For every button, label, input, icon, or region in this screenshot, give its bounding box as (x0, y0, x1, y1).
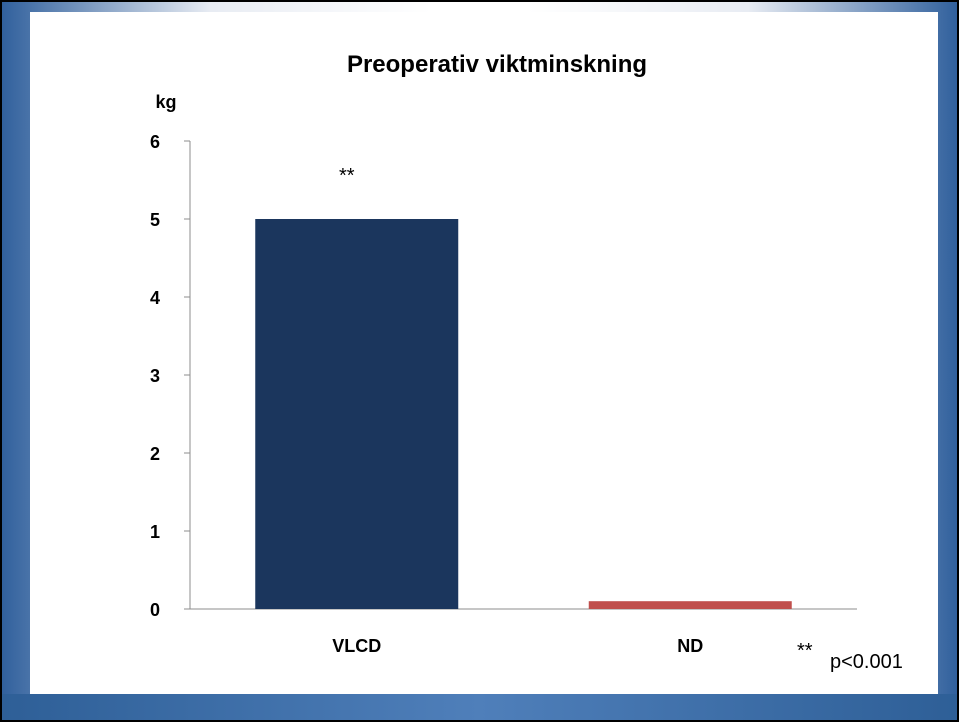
footnote-text: p<0.001 (830, 651, 903, 673)
y-tick-label: 5 (150, 210, 160, 230)
bottom-band (2, 694, 957, 720)
chart-title: Preoperativ viktminskning (347, 51, 647, 78)
x-categories: VLCD ND (332, 636, 703, 656)
y-tick-label: 3 (150, 366, 160, 386)
bar-annotations: ** (339, 165, 355, 187)
footnote-marker: ** (797, 640, 813, 662)
chart-panel (30, 12, 938, 694)
y-axis-label: kg (155, 92, 176, 112)
x-category-label: VLCD (332, 636, 381, 656)
y-ticks: 0 1 2 3 4 5 6 (150, 132, 190, 620)
bar-vlcd (255, 219, 459, 609)
bars (255, 219, 792, 609)
y-tick-label: 6 (150, 132, 160, 152)
x-category-label: ND (677, 636, 703, 656)
y-tick-label: 1 (150, 522, 160, 542)
y-tick-label: 2 (150, 444, 160, 464)
bar-nd (588, 601, 792, 609)
y-tick-label: 4 (150, 288, 160, 308)
y-tick-label: 0 (150, 600, 160, 620)
bar-annotation: ** (339, 165, 355, 187)
